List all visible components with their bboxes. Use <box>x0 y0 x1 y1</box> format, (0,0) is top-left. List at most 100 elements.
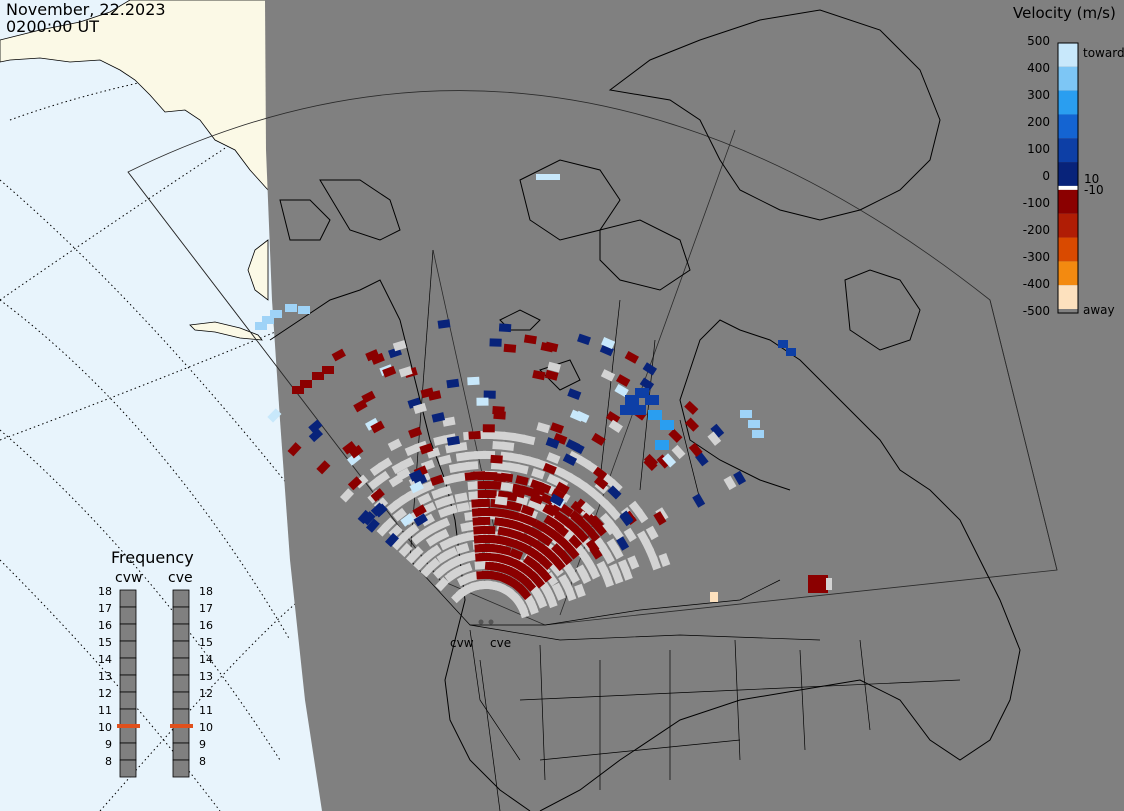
frequency-cell <box>172 742 190 761</box>
frequency-tick-right: 10 <box>199 721 213 734</box>
scatter-cell <box>567 388 582 400</box>
scatter-cell <box>643 456 658 471</box>
scatter-cell <box>593 475 609 490</box>
scatter-cell <box>589 515 604 530</box>
scatter-cell <box>529 492 544 505</box>
scatter-cell <box>339 488 355 503</box>
colorbar-segment <box>1058 114 1078 139</box>
scatter-cell <box>349 444 364 459</box>
colorbar-title: Velocity (m/s) <box>1013 4 1116 22</box>
scatter-cell <box>607 485 622 500</box>
scatter-cell <box>431 487 446 500</box>
scatter-cell <box>515 475 529 486</box>
scatter-cell <box>446 378 460 389</box>
scatter-cell <box>544 369 559 381</box>
frequency-marker-cvw <box>117 724 140 728</box>
scatter-cell <box>442 416 456 427</box>
scatter-cell <box>432 565 448 580</box>
scatter-cell <box>498 572 513 586</box>
scatter-cell <box>570 500 585 515</box>
scatter-cell <box>477 489 490 499</box>
colorbar-tick-label: -200 <box>1022 223 1050 237</box>
scatter-cell <box>456 573 472 587</box>
scatter-cell <box>710 592 718 602</box>
frequency-cell <box>119 759 137 778</box>
scatter-cell <box>456 502 470 513</box>
scatter-cell <box>300 380 312 388</box>
scatter-cell <box>656 454 671 469</box>
colorbar-tick-label: -500 <box>1022 304 1050 318</box>
scatter-cell <box>688 442 703 457</box>
scatter-cell <box>692 493 706 508</box>
frequency-tick-left: 13 <box>98 670 112 683</box>
frequency-cell <box>119 725 137 744</box>
scatter-cell <box>489 338 502 347</box>
scatter-cell <box>292 386 304 394</box>
alaska-land <box>0 0 269 341</box>
scatter-cell <box>658 552 671 568</box>
scatter-cell <box>417 492 432 506</box>
scatter-cell <box>400 513 415 527</box>
borders <box>409 249 961 811</box>
scatter-cell <box>636 530 650 545</box>
scatter-cell <box>558 574 572 589</box>
frequency-cell <box>119 674 137 693</box>
scatter-cell <box>619 511 634 527</box>
scatter-cell <box>547 361 561 373</box>
scatter-cell <box>531 467 546 480</box>
scatter-cell <box>368 476 383 491</box>
frequency-cell <box>119 657 137 676</box>
radar-site-marker <box>488 619 494 625</box>
frequency-cell <box>172 674 190 693</box>
scatter-cell <box>455 542 470 555</box>
scatter-cell <box>308 428 324 443</box>
scatter-cell <box>444 569 459 583</box>
colorbar-zero-band <box>1058 185 1078 190</box>
scatter-cell <box>387 438 403 452</box>
scatter-cell <box>522 555 538 569</box>
scatter-cell <box>396 467 411 481</box>
scatter-cell <box>786 348 796 356</box>
scatter-cell <box>312 372 324 380</box>
scatter-cell <box>467 376 480 386</box>
scatter-cell <box>559 514 574 529</box>
frequency-tick-right: 16 <box>199 619 213 632</box>
scatter-cell <box>580 501 595 516</box>
scatter-cell <box>620 405 634 415</box>
scatter-cell <box>369 462 385 477</box>
frequency-tick-left: 10 <box>98 721 112 734</box>
scatter-cell <box>632 405 646 415</box>
frequency-cell <box>172 691 190 710</box>
frequency-cell <box>172 623 190 642</box>
frequency-cell <box>172 589 190 608</box>
scatter-cell <box>808 575 828 593</box>
frequency-tick-left: 15 <box>98 636 112 649</box>
colorbar-tick-label: 500 <box>1027 34 1050 48</box>
time-label: 0200:00 UT <box>6 17 100 36</box>
frequency-tick-left: 17 <box>98 602 112 615</box>
scatter-cell <box>448 462 463 473</box>
scatter-cell <box>471 507 485 517</box>
frequency-tick-left: 12 <box>98 687 112 700</box>
colorbar-segment <box>1058 90 1078 115</box>
scatter-cell <box>454 492 468 503</box>
scatter-cell <box>385 532 399 548</box>
scatter-cell <box>386 499 401 514</box>
scatter-cell <box>585 539 600 554</box>
scatter-cell <box>506 528 521 540</box>
scatter-cell <box>623 527 637 543</box>
scatter-cell <box>512 487 526 499</box>
frequency-tick-right: 9 <box>199 738 206 751</box>
scatter-cell <box>710 423 725 439</box>
scatter-cell <box>473 534 487 544</box>
scatter-cell <box>382 365 397 378</box>
scatter-cell <box>740 410 752 418</box>
scatter-cell <box>405 549 420 564</box>
colorbar-tick-label: -300 <box>1022 250 1050 264</box>
scatter-cell <box>778 340 788 348</box>
scatter-cell <box>287 442 302 457</box>
frequency-tick-left: 9 <box>105 738 112 751</box>
frequency-cell <box>119 708 137 727</box>
colorbar-inner-label-10: 10 <box>1084 172 1100 186</box>
